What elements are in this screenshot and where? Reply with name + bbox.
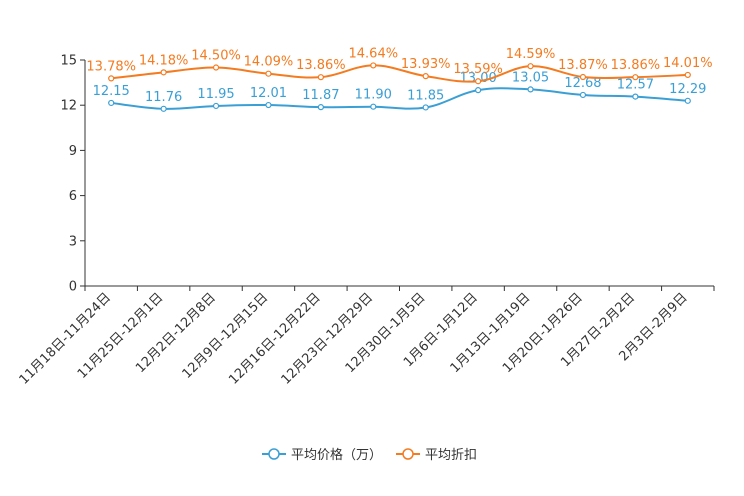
data-point[interactable] [579,73,587,81]
data-point[interactable] [475,87,482,94]
data-point[interactable] [160,105,167,112]
y-tick-label: 9 [69,144,77,159]
series-line [111,87,688,110]
data-point[interactable] [579,91,587,99]
x-tick-label: 12月23日-12月29日 [279,290,376,387]
data-point[interactable] [265,101,272,109]
data-label: 14.01% [663,56,713,71]
data-point[interactable] [212,102,220,110]
data-label: 14.64% [349,46,399,61]
data-point[interactable] [527,63,534,70]
y-tick-label: 12 [60,99,77,114]
data-point[interactable] [422,73,429,80]
data-label: 14.18% [139,53,189,68]
legend[interactable]: 平均价格（万） 平均折扣 [262,447,477,463]
y-axis: 0 3 6 9 12 15 [60,54,86,295]
data-label: 13.78% [86,59,136,74]
data-label: 14.09% [244,55,294,70]
data-point[interactable] [422,104,429,111]
legend-marker-icon [402,448,414,460]
x-tick-label: 12月16日-12月22日 [226,290,323,387]
data-label: 12.29 [669,82,706,97]
legend-label: 平均折扣 [425,448,477,463]
data-point[interactable] [370,62,377,69]
data-point[interactable] [265,70,272,77]
data-point[interactable] [212,64,220,71]
data-point[interactable] [684,71,691,79]
data-label: 12.68 [564,76,601,91]
data-label: 13.86% [296,58,346,73]
data-point[interactable] [632,74,639,81]
legend-label: 平均价格（万） [291,447,382,463]
x-tick-label: 11月18日-11月24日 [17,290,114,387]
data-point[interactable] [317,74,324,81]
legend-item-1[interactable]: 平均折扣 [396,448,477,463]
data-point[interactable] [527,86,534,93]
data-label: 13.59% [453,62,503,77]
data-label: 12.15 [93,84,130,99]
data-label: 13.86% [611,58,661,73]
data-point[interactable] [160,69,167,76]
legend-item-0[interactable]: 平均价格（万） [262,447,382,463]
y-tick-label: 3 [69,234,77,249]
data-point[interactable] [317,104,324,111]
data-point[interactable] [475,78,482,85]
series-layer: 12.1511.7611.9512.0111.8711.9011.8513.00… [86,46,713,112]
data-label: 11.95 [197,87,234,102]
data-label: 11.85 [407,88,444,103]
data-point[interactable] [632,93,639,100]
data-point[interactable] [108,99,115,107]
data-label: 12.01 [250,86,287,101]
data-point[interactable] [108,75,115,82]
data-label: 11.90 [355,88,392,103]
legend-marker-icon [268,448,280,460]
data-label: 13.05 [512,70,549,85]
data-label: 12.57 [617,78,654,93]
data-label: 14.50% [191,49,241,64]
data-label: 11.76 [145,90,182,105]
data-label: 13.93% [401,57,451,72]
x-axis: 11月18日-11月24日11月25日-12月1日12月2日-12月8日12月9… [17,285,715,388]
data-point[interactable] [370,103,377,110]
data-label: 14.59% [506,47,556,62]
y-tick-label: 6 [69,189,77,204]
series-1: 13.78% 14.18% 14.50% 14.09% 13.86%14.64%13.9… [86,46,713,85]
data-point[interactable] [684,97,691,104]
data-label: 13.87% [558,58,608,73]
y-tick-label: 15 [60,54,77,69]
series-0: 12.1511.7611.9512.0111.8711.9011.8513.00… [93,70,706,112]
data-label: 11.87 [302,88,339,103]
series-line [111,64,688,83]
y-tick-label: 0 [69,280,77,295]
